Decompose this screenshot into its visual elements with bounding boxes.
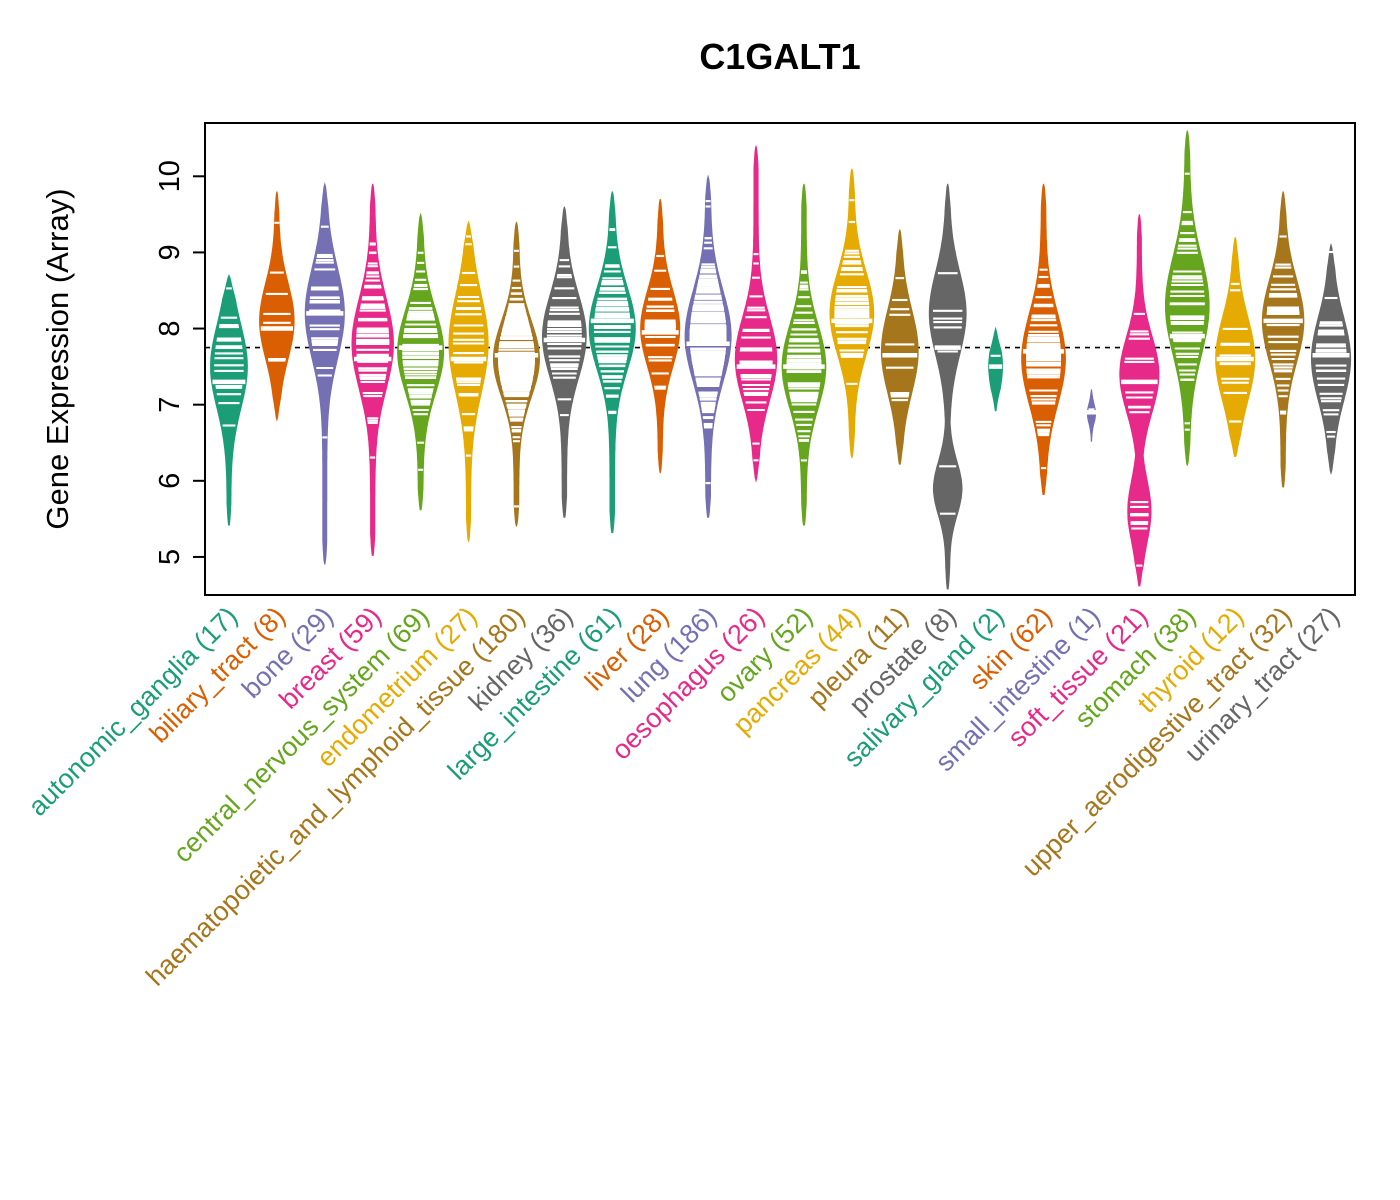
violin-pleura [880,229,919,465]
violin-large_intestine [588,191,636,534]
violin-body [1261,191,1305,488]
violin-skin [1021,183,1066,495]
violin-soft_tissue [1119,214,1160,587]
chart-title: C1GALT1 [699,36,861,77]
violin-body [1086,389,1097,442]
violin-body [304,181,345,565]
violin-body [684,174,732,518]
violin-body [734,145,778,483]
plot-border [204,122,1356,596]
y-tick-label: 7 [154,397,186,413]
y-axis-label: Gene Expression (Array) [40,188,75,529]
violin-ovary [781,183,827,526]
violin-upper_aerodigestive_tract [1261,191,1305,488]
violin-liver [640,198,681,474]
violin-pancreas [829,168,875,459]
violin-body [1165,130,1210,466]
violin-body [1119,214,1160,587]
violin-kidney [542,206,587,518]
y-tick-label: 9 [154,244,186,260]
violin-salivary_gland [988,326,1003,412]
violin-autonomic_ganglia [210,273,248,526]
violin-body [928,183,967,590]
violin-bone [304,181,345,565]
y-tick-label: 8 [154,320,186,336]
violin-breast [351,183,394,556]
violin-biliary_tract [259,191,295,422]
violin-stomach [1165,130,1210,466]
violin-thyroid [1215,237,1256,457]
violin-body [781,183,827,526]
violin-body [1311,242,1352,476]
violin-body [1215,237,1256,457]
y-tick-label: 6 [154,473,186,489]
violin-urinary_tract [1311,242,1352,476]
violin-endometrium [448,220,489,542]
violin-lung [684,174,732,518]
violin-central_nervous_system [397,212,445,511]
violin-body [259,191,295,422]
violin-body [542,206,587,518]
violin-body [988,326,1003,412]
violin-prostate [928,183,967,590]
violin-body [880,229,919,465]
y-tick-label: 5 [154,549,186,565]
violin-oesophagus [734,145,778,483]
violin-small_intestine [1086,389,1097,442]
x-label-autonomic_ganglia: autonomic_ganglia (17) [22,601,243,822]
violin-haematopoietic_and_lymphoid_tissue [493,221,541,527]
violin-body [210,273,248,526]
y-tick-label: 10 [154,160,186,192]
